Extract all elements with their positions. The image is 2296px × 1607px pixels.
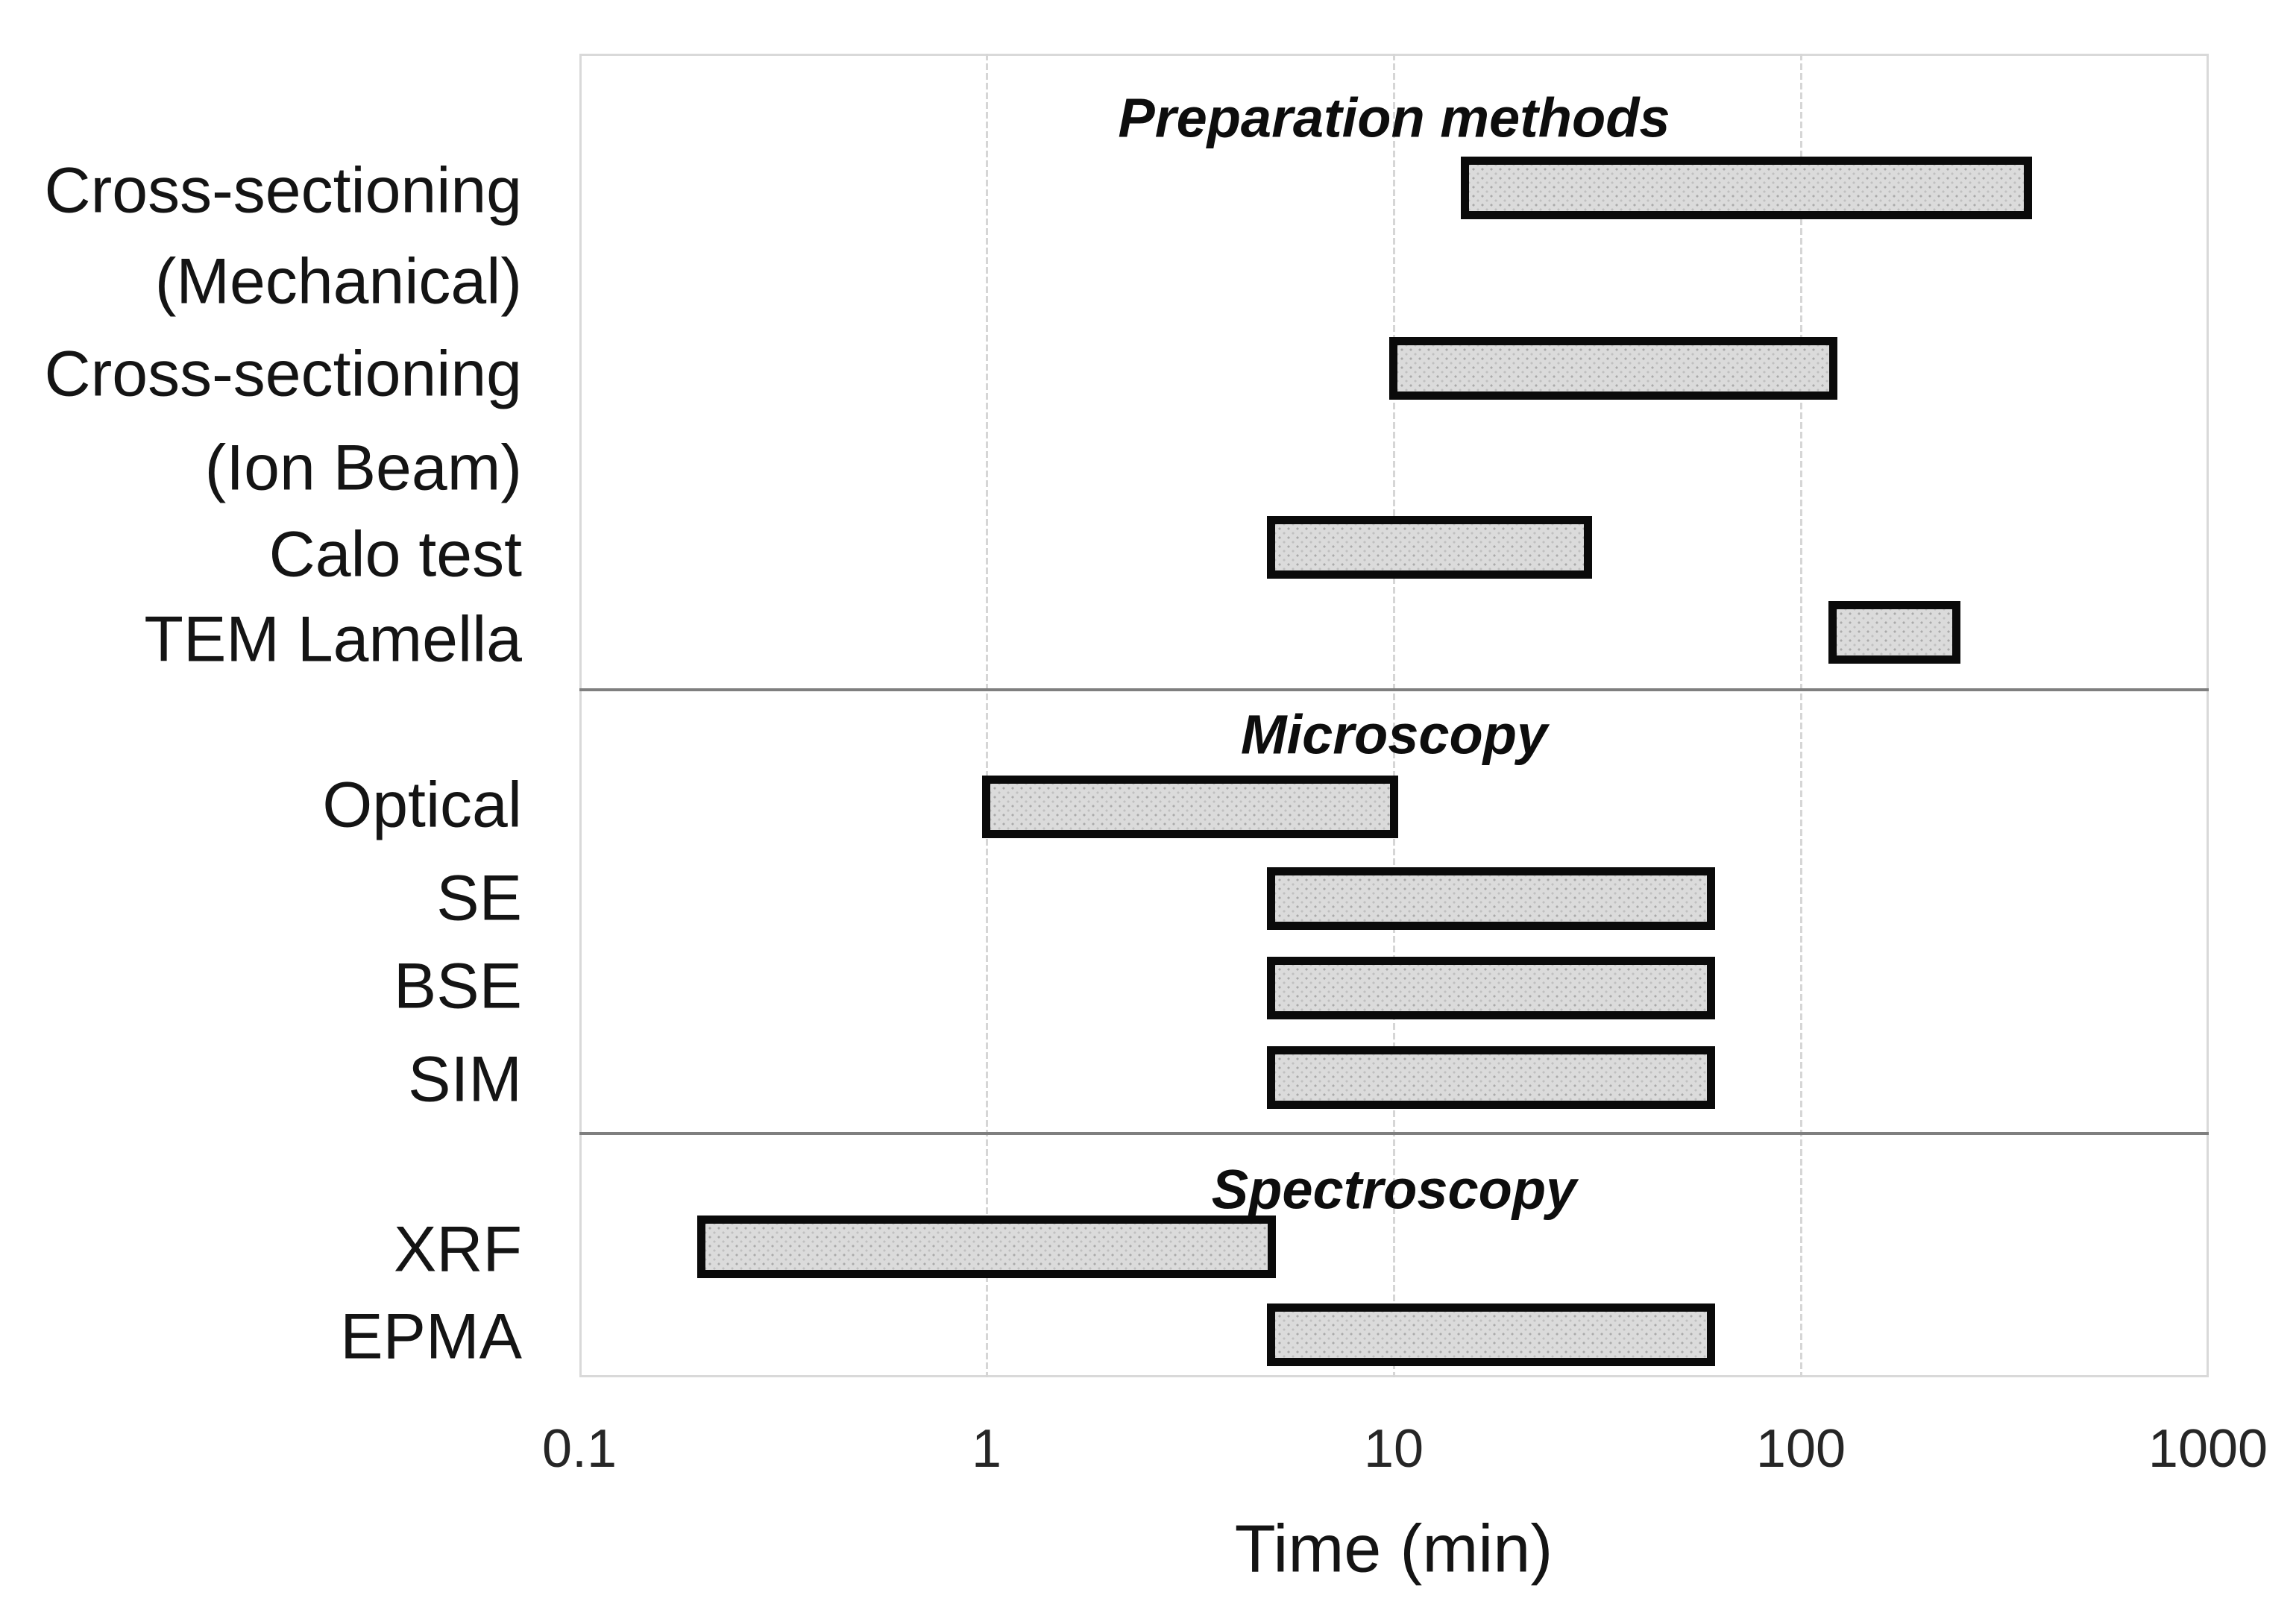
bar-cross-sectioning-ion-beam- bbox=[1389, 337, 1838, 400]
bar-epma bbox=[1266, 1303, 1715, 1366]
x-tick-label: 1000 bbox=[2148, 1419, 2268, 1479]
section-title: Preparation methods bbox=[1118, 87, 1670, 149]
x-axis-title: Time (min) bbox=[1234, 1512, 1553, 1587]
category-label: Cross-sectioning bbox=[44, 338, 522, 410]
bar-cross-sectioning-mechanical- bbox=[1461, 157, 2032, 219]
section-title: Spectroscopy bbox=[1211, 1158, 1577, 1221]
section-separator bbox=[579, 688, 2209, 691]
category-label: EPMA bbox=[340, 1301, 522, 1373]
category-label: Cross-sectioning bbox=[44, 154, 522, 227]
category-label: (Ion Beam) bbox=[204, 432, 522, 504]
category-label: SE bbox=[436, 862, 522, 934]
bar-se bbox=[1266, 867, 1715, 930]
x-tick-label: 1 bbox=[971, 1419, 1002, 1479]
gridline-100 bbox=[1800, 54, 1802, 1377]
bar-optical bbox=[982, 776, 1398, 838]
x-tick-label: 0.1 bbox=[541, 1419, 617, 1479]
gridline-1 bbox=[986, 54, 988, 1377]
category-label: BSE bbox=[393, 950, 522, 1022]
x-tick-label: 100 bbox=[1755, 1419, 1846, 1479]
x-tick-label: 10 bbox=[1363, 1419, 1424, 1479]
category-label: TEM Lamella bbox=[144, 603, 522, 676]
category-label: Optical bbox=[322, 769, 522, 841]
bar-sim bbox=[1266, 1046, 1715, 1109]
category-label: Calo test bbox=[268, 518, 522, 591]
category-label: (Mechanical) bbox=[154, 245, 522, 318]
bar-tem-lamella bbox=[1828, 601, 1960, 664]
category-label: XRF bbox=[394, 1213, 522, 1286]
section-separator bbox=[579, 1132, 2209, 1135]
bar-xrf bbox=[697, 1216, 1276, 1278]
bar-calo-test bbox=[1266, 516, 1593, 579]
section-title: Microscopy bbox=[1240, 703, 1548, 766]
bar-bse bbox=[1266, 957, 1715, 1019]
category-label: SIM bbox=[408, 1043, 522, 1116]
gridline-10 bbox=[1393, 54, 1395, 1377]
